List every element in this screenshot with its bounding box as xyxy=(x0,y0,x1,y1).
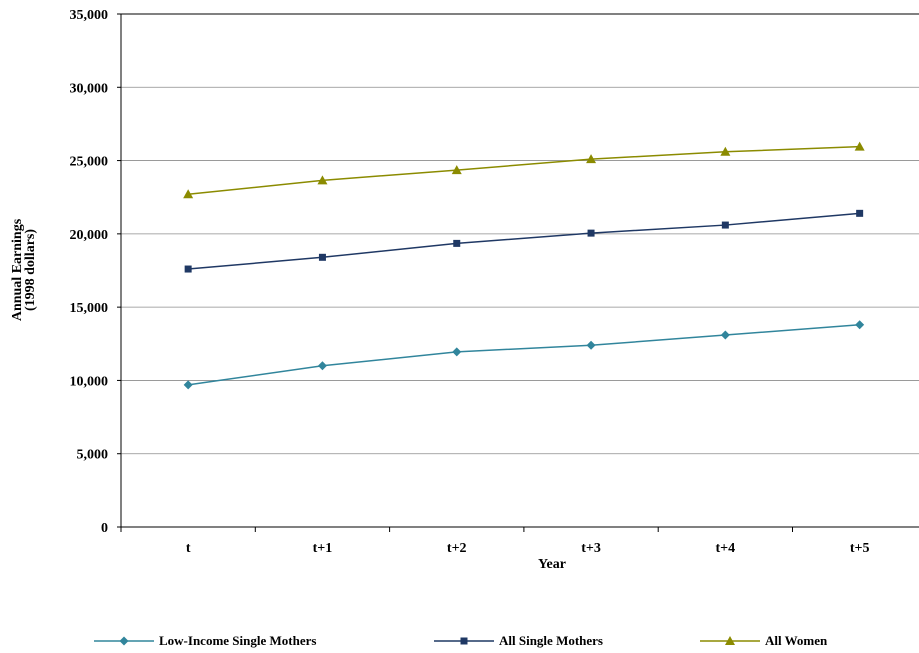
legend-label: All Women xyxy=(765,633,828,648)
data-point-square xyxy=(587,229,595,237)
x-tick-label: t+4 xyxy=(716,541,736,556)
axes xyxy=(120,13,919,528)
x-tick-label: t+1 xyxy=(313,541,333,556)
series-line xyxy=(188,212,860,270)
y-tick-label: 35,000 xyxy=(70,8,109,23)
data-point-diamond xyxy=(720,330,730,340)
y-tick-label: 25,000 xyxy=(70,155,109,170)
data-point-diamond xyxy=(586,340,596,350)
y-axis-ticks: 0 5,000 10,000 15,000 20,000 25,000 30,000 35,0… xyxy=(70,8,121,536)
y-tick-label: 5,000 xyxy=(77,448,109,463)
legend-item: All Single Mothers xyxy=(434,633,603,648)
data-point-diamond xyxy=(452,347,462,357)
data-point-square xyxy=(856,209,864,217)
series xyxy=(183,141,865,199)
y-axis-title-line1: Annual Earnings xyxy=(10,218,25,321)
gridlines xyxy=(121,86,919,455)
series xyxy=(184,209,864,273)
data-point-triangle xyxy=(720,146,731,156)
x-axis-title: Year xyxy=(538,557,566,572)
data-point-diamond xyxy=(183,380,193,390)
data-point-diamond xyxy=(317,361,327,371)
x-tick-label: t+5 xyxy=(850,541,870,556)
legend-square-marker xyxy=(460,637,468,645)
data-point-square xyxy=(721,221,729,229)
data-point-triangle xyxy=(183,189,194,199)
y-axis-title-line2: (1998 dollars) xyxy=(23,229,38,311)
series-line xyxy=(188,323,860,386)
legend-label: All Single Mothers xyxy=(499,633,603,648)
legend-item: Low-Income Single Mothers xyxy=(94,633,316,648)
series-line xyxy=(188,145,860,196)
legend-item: All Women xyxy=(700,633,828,648)
y-axis-title: Annual Earnings (1998 dollars) xyxy=(10,218,38,321)
y-tick-label: 15,000 xyxy=(70,301,109,316)
series-layer xyxy=(183,141,865,390)
y-tick-label: 10,000 xyxy=(70,374,109,389)
y-tick-label: 20,000 xyxy=(70,228,109,243)
data-point-triangle xyxy=(451,165,462,175)
data-point-triangle xyxy=(854,141,865,151)
data-point-square xyxy=(453,239,461,247)
data-point-diamond xyxy=(855,320,865,330)
x-tick-label: t xyxy=(186,541,191,556)
series xyxy=(183,320,865,390)
data-point-triangle xyxy=(317,175,328,185)
data-point-square xyxy=(318,253,326,261)
legend: Low-Income Single Mothers All Single Mot… xyxy=(94,633,828,648)
x-tick-label: t+2 xyxy=(447,541,467,556)
legend-diamond-marker xyxy=(119,636,129,646)
x-axis-ticks: t t+1 t+2 t+3 t+4 t+5 xyxy=(120,527,870,556)
legend-label: Low-Income Single Mothers xyxy=(159,633,316,648)
data-point-square xyxy=(184,265,192,273)
y-tick-label: 0 xyxy=(101,521,108,536)
x-tick-label: t+3 xyxy=(581,541,601,556)
y-tick-label: 30,000 xyxy=(70,81,109,96)
legend-triangle-marker xyxy=(725,636,735,645)
data-point-triangle xyxy=(586,154,597,164)
